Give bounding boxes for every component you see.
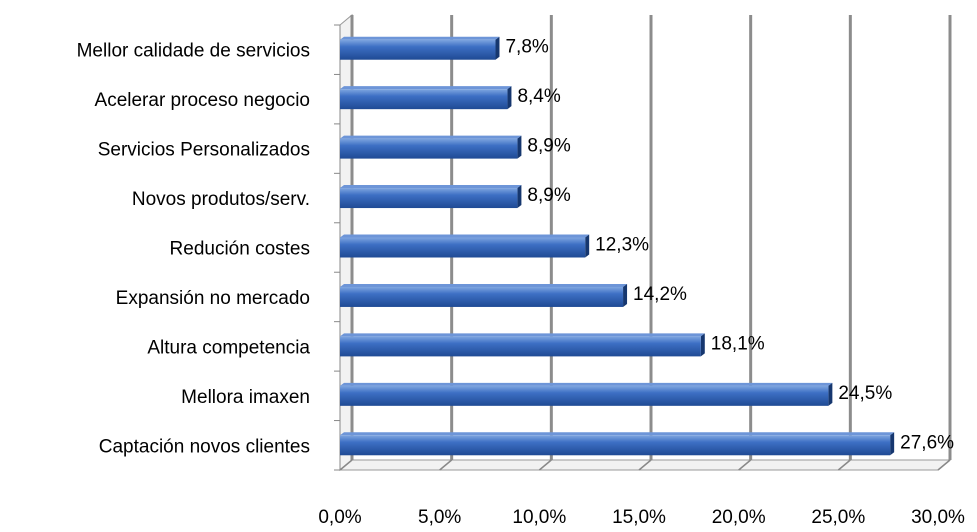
- bar: [340, 89, 508, 110]
- x-tick: [439, 459, 453, 471]
- bar: [340, 39, 496, 60]
- bar-top: [340, 432, 895, 436]
- bar-top: [340, 86, 512, 90]
- bar-top: [340, 333, 705, 337]
- x-tick-label: 30,0%: [911, 507, 965, 527]
- x-tick-label: 15,0%: [612, 507, 666, 527]
- value-label: 8,4%: [517, 86, 560, 107]
- x-tick-label: 20,0%: [712, 507, 766, 527]
- value-label: 8,9%: [527, 185, 570, 206]
- value-label: 12,3%: [595, 235, 649, 256]
- x-tick: [638, 459, 652, 471]
- bar-side: [623, 283, 628, 307]
- bar-side: [517, 135, 522, 159]
- x-tick-label: 5,0%: [418, 507, 461, 527]
- y-tick-label: Novos produtos/serv.: [132, 189, 310, 210]
- bar-top: [340, 382, 833, 386]
- bar-side: [585, 234, 590, 258]
- x-tick-label: 10,0%: [512, 507, 566, 527]
- bar: [340, 237, 586, 258]
- bar-side: [700, 333, 705, 357]
- y-tick-label: Altura competencia: [147, 337, 310, 358]
- bar: [340, 286, 624, 307]
- x-tick: [837, 459, 851, 471]
- bar-side: [495, 36, 500, 60]
- value-label: 7,8%: [505, 37, 548, 58]
- bar-top: [340, 283, 628, 287]
- value-label: 18,1%: [711, 333, 765, 354]
- bar: [340, 188, 518, 209]
- y-tick-label: Expansión no mercado: [116, 288, 310, 309]
- x-tick: [738, 459, 752, 471]
- bar-side: [507, 86, 512, 110]
- y-tick-label: Servicios Personalizados: [98, 140, 310, 161]
- y-tick-label: Acelerar proceso negocio: [95, 90, 310, 111]
- bar-side: [890, 432, 895, 456]
- bar: [340, 435, 891, 456]
- y-tick-label: Mellor calidade de servicios: [77, 41, 310, 62]
- x-tick-label: 0,0%: [318, 507, 361, 527]
- x-tick: [937, 459, 951, 471]
- y-tick-label: Captación novos clientes: [99, 436, 310, 457]
- x-tick-label: 25,0%: [811, 507, 865, 527]
- value-label: 24,5%: [838, 383, 892, 404]
- bar-top: [340, 36, 500, 40]
- bar: [340, 385, 829, 406]
- y-tick-label: Redución costes: [170, 239, 310, 260]
- x-tick: [339, 459, 353, 471]
- x-tick: [538, 459, 552, 471]
- bar: [340, 336, 701, 357]
- bar-top: [340, 234, 590, 238]
- bar: [340, 138, 518, 159]
- bar-top: [340, 135, 522, 139]
- value-label: 14,2%: [633, 284, 687, 305]
- bar-top: [340, 185, 522, 189]
- value-label: 8,9%: [527, 136, 570, 157]
- bar-side: [828, 382, 833, 406]
- bar-side: [517, 185, 522, 209]
- value-label: 27,6%: [900, 432, 954, 453]
- y-tick-label: Mellora imaxen: [181, 387, 310, 408]
